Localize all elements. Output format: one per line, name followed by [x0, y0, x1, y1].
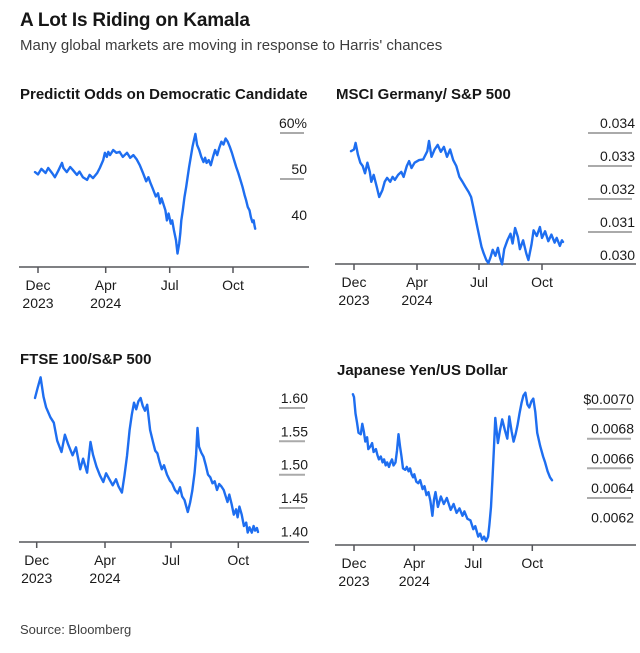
x-tick-label: Dec	[342, 555, 367, 571]
chart-panel-predictit-odds: Predictit Odds on Democratic Candidate D…	[0, 80, 320, 313]
y-tick-label: 60%	[279, 115, 307, 131]
ftse100-sp500-plot: Dec 2023 Apr 2024 Jul Oct 1.60 1.55 1.50 1.45 1.40	[19, 376, 309, 586]
y-tick-label: 0.030	[600, 247, 635, 263]
y-tick-label: 0.031	[600, 214, 635, 230]
chart-title: Predictit Odds on Democratic Candidate	[20, 86, 308, 103]
x-tick-year-label: 2023	[21, 570, 52, 586]
x-tick-year-label: 2023	[22, 295, 53, 311]
source-credit: Source: Bloomberg	[20, 622, 132, 637]
y-tick-label: 1.40	[281, 523, 308, 539]
x-tick-year-label: 2023	[338, 573, 369, 589]
y-tick-label: 1.45	[281, 490, 308, 506]
x-tick-label: Apr	[94, 552, 116, 568]
y-tick-label: 0.0064	[591, 480, 634, 496]
y-tick-label: 50	[291, 161, 307, 177]
series-line	[33, 376, 260, 534]
x-tick-label: Dec	[24, 552, 49, 568]
series-line	[33, 132, 257, 255]
x-tick-year-label: 2024	[401, 292, 432, 308]
x-tick-label: Oct	[531, 274, 553, 290]
y-tick-label: 0.0068	[591, 421, 634, 437]
chart-title: MSCI Germany/ S&P 500	[336, 86, 511, 103]
predictit-odds-plot: Dec 2023 Apr 2024 Jul Oct 60% 50 40	[19, 115, 309, 311]
x-tick-label: Apr	[95, 277, 117, 293]
msci-germany-sp500-plot: Dec 2023 Apr 2024 Jul Oct 0.034 0.033 0.032 0.031…	[335, 115, 636, 308]
y-tick-label: 1.50	[281, 457, 308, 473]
chart-title: Japanese Yen/US Dollar	[337, 362, 508, 379]
y-tick-label: 40	[291, 207, 307, 223]
x-tick-label: Apr	[403, 555, 425, 571]
y-tick-label: $0.0070	[583, 391, 634, 407]
page-title: A Lot Is Riding on Kamala	[20, 10, 250, 31]
y-tick-label: 0.0062	[591, 510, 634, 526]
x-tick-label: Dec	[342, 274, 367, 290]
y-tick-label: 0.032	[600, 181, 635, 197]
y-tick-label: 0.034	[600, 115, 635, 131]
x-tick-label: Apr	[406, 274, 428, 290]
chart-panel-yen-dollar: Japanese Yen/US Dollar Dec 2023 Apr 2024 Jul…	[320, 345, 640, 603]
x-tick-label: Oct	[227, 552, 249, 568]
x-tick-year-label: 2024	[90, 295, 121, 311]
x-tick-label: Jul	[464, 555, 482, 571]
y-tick-label: 0.033	[600, 148, 635, 164]
x-tick-label: Oct	[222, 277, 244, 293]
x-tick-label: Jul	[161, 277, 179, 293]
chart-panel-ftse100-sp500: FTSE 100/S&P 500 Dec 2023 Apr 2024 Jul Oct 1.6…	[0, 345, 320, 603]
page-subtitle: Many global markets are moving in respon…	[20, 37, 443, 54]
x-tick-year-label: 2024	[89, 570, 120, 586]
y-tick-label: 1.55	[281, 423, 308, 439]
x-tick-label: Jul	[470, 274, 488, 290]
y-tick-label: 0.0066	[591, 450, 634, 466]
y-tick-label: 1.60	[281, 390, 308, 406]
x-tick-label: Oct	[521, 555, 543, 571]
series-line	[349, 139, 565, 266]
x-tick-year-label: 2024	[399, 573, 430, 589]
x-tick-label: Jul	[162, 552, 180, 568]
yen-dollar-plot: Dec 2023 Apr 2024 Jul Oct $0.0070 0.0068 0.0066 0…	[335, 391, 636, 589]
chart-title: FTSE 100/S&P 500	[20, 351, 152, 368]
chart-panel-msci-germany-sp500: MSCI Germany/ S&P 500 Dec 2023 Apr 2024 Jul O…	[320, 80, 640, 313]
series-line	[351, 391, 554, 543]
x-tick-label: Dec	[26, 277, 51, 293]
x-tick-year-label: 2023	[338, 292, 369, 308]
